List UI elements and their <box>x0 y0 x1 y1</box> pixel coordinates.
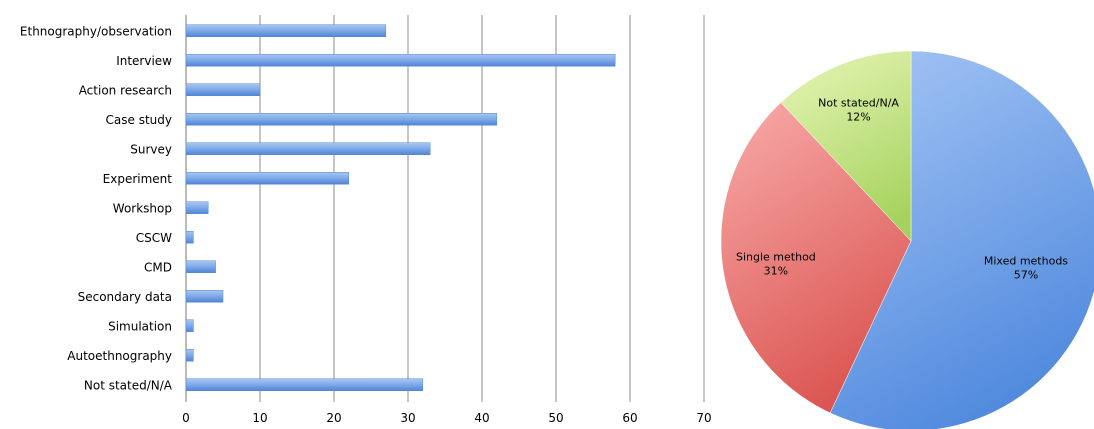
category-label-action-research: Action research <box>79 83 172 97</box>
pie-slice-mixed-methods <box>829 50 1094 429</box>
pie-slices <box>720 50 1094 429</box>
pie-label-single-method: Single method <box>736 250 816 263</box>
bar-gridlines <box>259 15 705 402</box>
category-label-interview: Interview <box>116 54 172 68</box>
bar-action-research <box>185 83 261 96</box>
category-label-survey: Survey <box>130 142 172 156</box>
bar-series <box>185 24 616 391</box>
bar-not-stated-n-a <box>185 378 424 391</box>
bar-category-labels: Ethnography/observation Interview Action r… <box>20 24 173 392</box>
bar-x-tick-labels: 0 10 20 30 40 50 60 70 <box>182 411 711 425</box>
pie-value-not-stated-n-a: 12% <box>846 111 870 124</box>
bar-ethnography-observation <box>185 24 387 37</box>
pie-value-single-method: 31% <box>764 264 788 277</box>
x-tick-label-60: 60 <box>622 411 637 425</box>
bar-workshop <box>185 201 209 214</box>
pie-label-not-stated-n-a: Not stated/N/A <box>818 97 899 110</box>
bar-interview <box>185 54 616 67</box>
bar-survey <box>185 142 431 155</box>
x-tick-label-10: 10 <box>252 411 267 425</box>
bar-secondary-data <box>185 290 224 303</box>
category-label-simulation: Simulation <box>108 319 172 333</box>
category-label-workshop: Workshop <box>113 201 172 215</box>
category-label-experiment: Experiment <box>103 172 173 186</box>
category-label-cmd: CMD <box>144 260 172 274</box>
pie-slice-single-method <box>720 102 912 414</box>
bar-autoethnography <box>185 349 194 362</box>
bar-case-study <box>185 113 498 126</box>
pie-value-mixed-methods: 57% <box>1014 269 1038 282</box>
bar-experiment <box>185 172 350 185</box>
category-label-case-study: Case study <box>106 113 172 127</box>
category-label-not-stated-n-a: Not stated/N/A <box>84 378 173 392</box>
bar-chart: Ethnography/observation Interview Action r… <box>20 15 712 425</box>
bar-cmd <box>185 260 216 273</box>
category-label-autoethnography: Autoethnography <box>67 349 172 363</box>
category-label-cscw: CSCW <box>136 231 172 245</box>
pie-slice-not-stated-n-a <box>780 50 912 242</box>
pie-label-mixed-methods: Mixed methods <box>984 255 1068 268</box>
x-tick-label-70: 70 <box>696 411 711 425</box>
x-tick-label-40: 40 <box>474 411 489 425</box>
bar-simulation <box>185 319 194 332</box>
category-label-secondary-data: Secondary data <box>78 290 172 304</box>
bar-cscw <box>185 231 194 244</box>
category-label-ethnography-observation: Ethnography/observation <box>20 24 172 38</box>
x-tick-label-30: 30 <box>400 411 415 425</box>
x-tick-label-0: 0 <box>182 411 190 425</box>
x-tick-label-50: 50 <box>548 411 563 425</box>
x-tick-label-20: 20 <box>326 411 341 425</box>
